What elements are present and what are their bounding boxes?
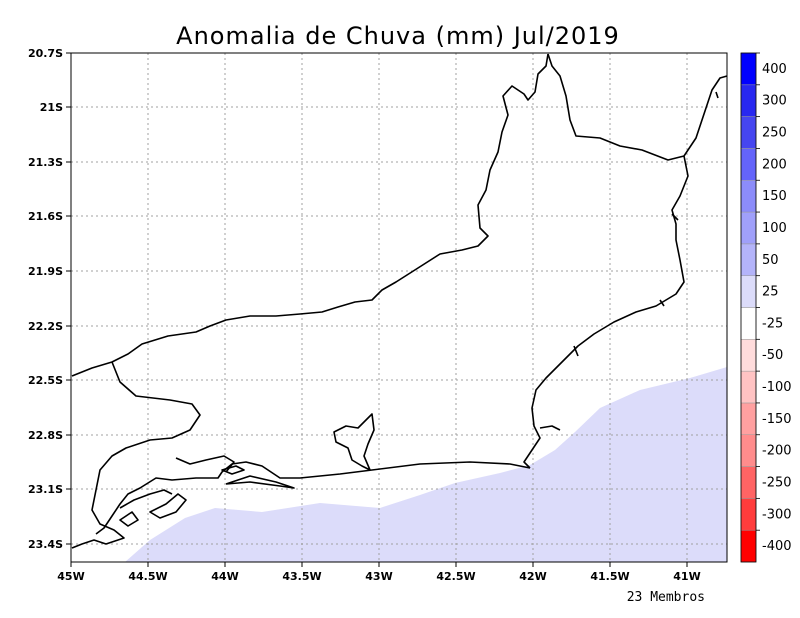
- y-tick-label: 21.3S: [28, 156, 63, 169]
- map-title: Anomalia de Chuva (mm) Jul/2019: [176, 22, 620, 50]
- x-tick-label: 44.5W: [128, 570, 167, 583]
- colorbar-label: 250: [762, 126, 787, 141]
- coastline-bays: [119, 413, 375, 509]
- colorbar-label: -300: [762, 507, 792, 522]
- colorbar: -400 -300 -250 -200 -150 -100 -50 -25 25 50 100 150…: [740, 52, 792, 563]
- colorbar-swatch: [740, 84, 757, 117]
- y-tick-label: 22.2S: [28, 320, 63, 333]
- coastal-details: [539, 91, 719, 431]
- colorbar-label: -250: [762, 475, 792, 490]
- colorbar-swatch: [740, 275, 757, 308]
- x-tick-label: 41.5W: [590, 570, 629, 583]
- inner-boundary-minas-sp: [71, 361, 201, 549]
- colorbar-label: 25: [762, 285, 779, 300]
- y-tick-label: 21.6S: [28, 210, 63, 223]
- colorbar-swatch: [740, 307, 757, 340]
- colorbar-label: 100: [762, 221, 787, 236]
- colorbar-label: 150: [762, 189, 787, 204]
- colorbar-swatch: [740, 180, 757, 213]
- colorbar-label: -150: [762, 412, 792, 427]
- y-axis-labels: 20.7S 21S 21.3S 21.6S 21.9S 22.2S 22.5S …: [28, 47, 63, 551]
- x-tick-label: 44W: [211, 570, 238, 583]
- colorbar-label: 200: [762, 157, 787, 172]
- islands: [119, 465, 245, 527]
- colorbar-swatch: [740, 498, 757, 531]
- coastline-east: [523, 53, 728, 469]
- axis-ticks: [66, 52, 688, 567]
- colorbar-swatch: [740, 402, 757, 436]
- colorbar-swatch: [740, 370, 757, 404]
- colorbar-swatch: [740, 339, 757, 372]
- colorbar-label: 300: [762, 94, 787, 109]
- members-count: 23 Membros: [627, 590, 705, 605]
- x-tick-label: 45W: [57, 570, 84, 583]
- state-boundaries: [71, 53, 728, 549]
- colorbar-label: 50: [762, 253, 779, 268]
- x-tick-label: 43W: [365, 570, 392, 583]
- colorbar-label: 400: [762, 62, 787, 77]
- y-tick-label: 21S: [40, 101, 63, 114]
- map-frame: [70, 52, 728, 563]
- colorbar-swatch: [740, 243, 757, 276]
- x-tick-label: 41W: [673, 570, 700, 583]
- anomaly-shading-ocean: [125, 367, 727, 562]
- y-tick-label: 23.1S: [28, 483, 63, 496]
- colorbar-swatch: [740, 116, 757, 149]
- grid-lines: [71, 53, 727, 562]
- y-tick-label: 22.5S: [28, 374, 63, 387]
- y-tick-label: 20.7S: [28, 47, 63, 60]
- y-tick-label: 23.4S: [28, 538, 63, 551]
- y-tick-label: 22.8S: [28, 429, 63, 442]
- map-panel: [70, 52, 728, 563]
- x-tick-label: 42.5W: [436, 570, 475, 583]
- colorbar-label: -25: [762, 316, 783, 331]
- colorbar-label: -50: [762, 348, 783, 363]
- x-axis-labels: 45W 44.5W 44W 43.5W 43W 42.5W 42W 41.5W …: [57, 570, 700, 583]
- colorbar-swatch: [740, 148, 757, 181]
- x-tick-label: 43.5W: [282, 570, 321, 583]
- colorbar-swatch: [740, 52, 757, 86]
- colorbar-swatch: [740, 529, 757, 563]
- rio-de-janeiro-state-outline: [71, 53, 549, 377]
- x-tick-label: 42W: [519, 570, 546, 583]
- colorbar-swatch: [740, 434, 757, 467]
- colorbar-label: -200: [762, 444, 792, 459]
- colorbar-swatch: [740, 211, 757, 245]
- colorbar-label: -400: [762, 539, 792, 554]
- colorbar-label: -100: [762, 380, 792, 395]
- colorbar-swatch: [740, 466, 757, 499]
- y-tick-label: 21.9S: [28, 265, 63, 278]
